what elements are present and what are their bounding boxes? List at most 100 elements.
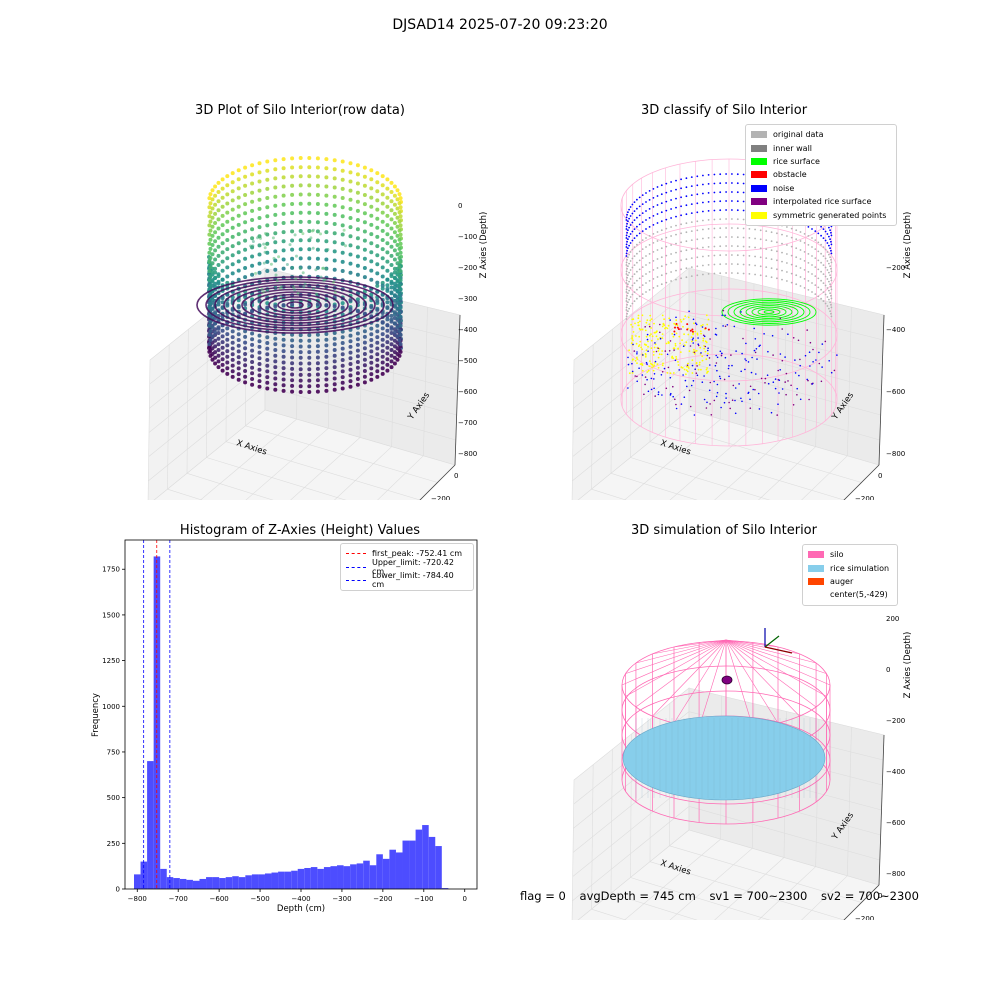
point [349,307,353,311]
point [209,274,213,278]
point [250,218,254,222]
point [231,271,235,275]
point [290,361,294,365]
point [231,217,235,221]
point [709,364,711,366]
point [696,372,698,374]
point [686,195,688,197]
point [687,365,689,367]
point [694,368,696,370]
point [237,305,241,309]
histogram-bar [147,761,154,889]
point [393,203,397,207]
point [270,263,273,266]
point [680,250,682,252]
sv1-value: sv1 = 700~2300 [709,889,807,903]
point [627,238,629,240]
point [724,402,726,404]
point [250,264,254,268]
point [830,259,832,261]
point [349,356,353,360]
point [333,354,337,358]
point [642,374,644,376]
point [213,248,217,252]
point [649,335,651,337]
point [325,267,328,270]
point [231,375,235,379]
point [375,171,379,175]
point [686,258,688,260]
point [299,238,303,242]
point [642,314,644,316]
point [673,349,675,351]
point [213,331,217,335]
point [265,243,268,246]
point [686,323,688,325]
point [764,382,766,384]
point [363,239,367,243]
point [696,265,698,267]
point [282,267,286,271]
point [375,308,379,312]
point [634,273,636,275]
point [708,210,710,212]
point [811,291,813,293]
point [626,246,628,248]
point [691,176,693,178]
point [635,360,637,362]
histogram-bar [219,878,226,889]
point [702,193,704,195]
point [630,305,632,307]
point [299,156,303,160]
point [381,275,385,279]
point [749,264,751,266]
point [320,276,323,279]
point [316,156,320,160]
point [649,217,651,219]
point [217,359,221,363]
point [725,182,727,184]
legend-label: obstacle [773,170,807,179]
point [275,274,278,277]
point [743,237,745,239]
point [817,269,819,271]
panel4-title: 3D simulation of Silo Interior [574,523,874,538]
point [676,323,678,325]
point [793,404,795,406]
point [626,318,628,320]
point [814,275,816,277]
point [381,332,385,336]
point [250,172,254,176]
point [390,281,394,285]
point [390,327,394,331]
point [307,174,311,178]
point [737,200,739,202]
point [714,228,716,230]
point [217,245,221,249]
point [375,375,379,379]
point [349,298,353,302]
point [823,300,825,302]
point [820,262,822,264]
point [369,305,373,309]
point [356,163,360,167]
point [381,256,385,260]
point [231,171,235,175]
point [324,194,328,198]
point [385,214,389,218]
point [631,338,633,340]
point [808,253,810,255]
histogram-bar [160,869,167,889]
point [221,214,225,218]
point [749,228,751,230]
histogram-bar [317,869,324,889]
point [209,265,213,269]
point [225,211,229,215]
point [696,274,698,276]
point [390,208,394,212]
point [356,191,360,195]
point [334,291,337,294]
point [702,184,704,186]
point [390,359,394,363]
point [626,286,628,288]
